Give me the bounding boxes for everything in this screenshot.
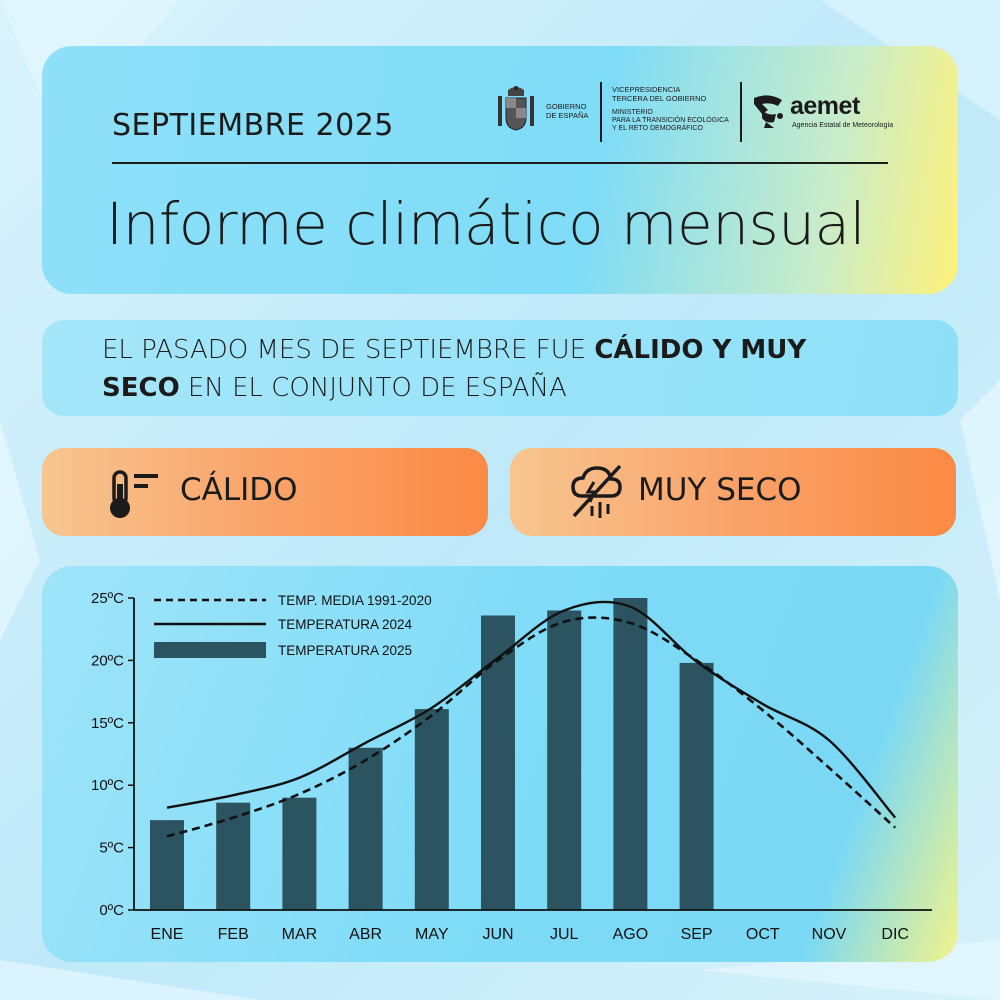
no-rain-cloud-icon xyxy=(571,464,622,518)
warm-label: CÁLIDO xyxy=(180,472,298,508)
summary-card xyxy=(42,320,958,416)
y-tick-label: 0ºC xyxy=(99,902,124,919)
x-tick-label: FEB xyxy=(218,926,249,943)
coat-of-arms-icon xyxy=(498,86,534,131)
gov-text-1: GOBIERNO xyxy=(546,102,587,111)
summary-text: EL PASADO MES DE SEPTIEMBRE FUE CÁLIDO Y… xyxy=(102,331,922,407)
y-tick-label: 15ºC xyxy=(91,715,124,732)
ministry-text-1: MINISTERIO xyxy=(612,109,653,116)
header-divider xyxy=(112,162,888,164)
x-tick-label: AGO xyxy=(613,926,649,943)
legend-swatch xyxy=(154,642,266,658)
bar-mar xyxy=(282,797,317,910)
page-title: Informe climático mensual xyxy=(106,190,866,258)
bar-ago xyxy=(613,598,648,910)
logo-separator xyxy=(600,82,602,142)
dry-badge xyxy=(510,448,956,536)
summary-bold-2: SECO xyxy=(102,373,180,403)
vice-text-2: TERCERA DEL GOBIERNO xyxy=(612,94,707,103)
legend-label: TEMPERATURA 2024 xyxy=(278,617,413,632)
ministry-text-2: PARA LA TRANSICIÓN ECOLÓGICA xyxy=(612,117,729,124)
vice-text-1: VICEPRESIDENCIA xyxy=(612,85,681,94)
bar-abr xyxy=(348,747,383,910)
summary-part-2: EN EL CONJUNTO DE ESPAÑA xyxy=(179,373,567,403)
x-tick-label: MAY xyxy=(415,926,449,943)
bar-ene xyxy=(150,820,184,910)
bar-sep xyxy=(679,662,714,910)
x-tick-label: ENE xyxy=(151,926,184,943)
warm-badge xyxy=(42,448,488,536)
logos-block: GOBIERNO DE ESPAÑA VICEPRESIDENCIA TERCE… xyxy=(494,80,894,144)
x-tick-label: NOV xyxy=(812,926,847,943)
bar-jun xyxy=(481,615,515,910)
bar-jul xyxy=(547,610,582,910)
aemet-subtitle: Agencia Estatal de Meteorología xyxy=(792,122,894,129)
x-tick-label: DIC xyxy=(881,926,909,943)
dry-label: MUY SECO xyxy=(638,472,802,508)
legend-label: TEMPERATURA 2025 xyxy=(278,643,412,658)
gov-text-2: DE ESPAÑA xyxy=(546,111,589,120)
line-temp-2024 xyxy=(166,600,897,819)
y-tick-label: 20ºC xyxy=(91,652,124,669)
logo-separator xyxy=(740,82,742,142)
y-tick-label: 10ºC xyxy=(91,777,124,794)
bar-may xyxy=(414,709,449,910)
y-tick-label: 25ºC xyxy=(91,590,124,607)
header-card xyxy=(42,46,958,294)
line-temp-media xyxy=(166,616,897,838)
y-tick-label: 5ºC xyxy=(99,840,124,857)
report-month: SEPTIEMBRE 2025 xyxy=(112,108,394,143)
aemet-name: aemet xyxy=(790,92,860,120)
aemet-logo-icon xyxy=(754,95,783,128)
legend-label: TEMP. MEDIA 1991-2020 xyxy=(278,593,432,608)
ministry-text-3: Y EL RETO DEMOGRÁFICO xyxy=(612,125,703,132)
x-tick-label: MAR xyxy=(282,926,318,943)
x-tick-label: JUN xyxy=(482,926,513,943)
summary-bold-1: CÁLIDO Y MUY xyxy=(594,335,807,365)
x-tick-label: ABR xyxy=(349,926,382,943)
summary-part-1: EL PASADO MES DE SEPTIEMBRE FUE xyxy=(102,335,595,365)
x-tick-label: OCT xyxy=(746,926,780,943)
x-tick-label: SEP xyxy=(681,926,713,943)
thermometer-icon xyxy=(110,470,158,518)
x-tick-label: JUL xyxy=(550,926,579,943)
